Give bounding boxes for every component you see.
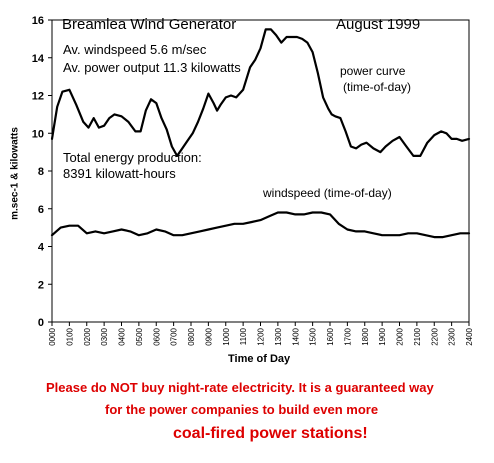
y-tick-label: 6 [38,204,44,216]
x-tick-label: 0500 [135,327,144,345]
x-tick-label: 0400 [118,327,127,345]
y-tick-label: 14 [32,53,45,65]
x-axis-label: Time of Day [228,353,291,365]
x-tick-label: 0600 [152,327,161,345]
x-tick-label: 0900 [204,327,213,345]
x-tick-label: 1400 [291,327,300,345]
x-tick-label: 2200 [430,327,439,345]
x-tick-label: 0200 [83,327,92,345]
x-tick-label: 1300 [274,327,283,345]
x-tick-label: 2000 [396,327,405,345]
x-tick-label: 0100 [65,327,74,345]
power-curve-line [50,28,471,157]
y-tick-label: 8 [38,166,44,178]
windspeed-line [50,211,471,239]
y-tick-label: 0 [38,317,44,329]
y-tick-label: 12 [32,91,44,103]
x-tick-label: 1500 [309,327,318,345]
notice-line-2: for the power companies to build even mo… [105,402,379,417]
x-tick-label: 1100 [239,327,248,345]
y-tick-label: 2 [38,279,44,291]
notice-line-3: coal-fired power stations! [173,425,368,442]
x-tick-label: 1600 [326,327,335,345]
x-tick-label: 1800 [361,327,370,345]
x-tick-label: 2300 [448,327,457,345]
x-tick-label: 2400 [465,327,474,345]
avg-windspeed-annotation: Av. windspeed 5.6 m/sec [63,42,207,57]
total-energy-value: 8391 kilowatt-hours [63,166,176,181]
x-tick-label: 0800 [187,327,196,345]
total-energy-annotation: Total energy production: [63,150,202,165]
avg-power-annotation: Av. power output 11.3 kilowatts [63,60,241,75]
chart-title: Breamlea Wind Generator [62,16,237,33]
y-axis-label: m.sec-1 & kilowatts [9,127,21,220]
x-tick-label: 1700 [343,327,352,345]
y-tick-label: 16 [32,15,44,27]
y-tick-label: 4 [38,242,45,254]
power-curve-label: power curve [340,64,406,78]
x-tick-label: 1200 [257,327,266,345]
x-tick-label: 2100 [413,327,422,345]
notice-line-1: Please do NOT buy night-rate electricity… [46,380,434,395]
x-tick-label: 0000 [48,327,57,345]
x-tick-label: 0700 [170,327,179,345]
x-tick-label: 1900 [378,327,387,345]
windspeed-label: windspeed (time-of-day) [263,186,392,200]
x-tick-label: 1000 [222,327,231,345]
power-curve-label-sub: (time-of-day) [343,80,412,94]
chart-subtitle: August 1999 [336,16,421,33]
x-tick-label: 0300 [100,327,109,345]
y-tick-label: 10 [32,128,44,140]
